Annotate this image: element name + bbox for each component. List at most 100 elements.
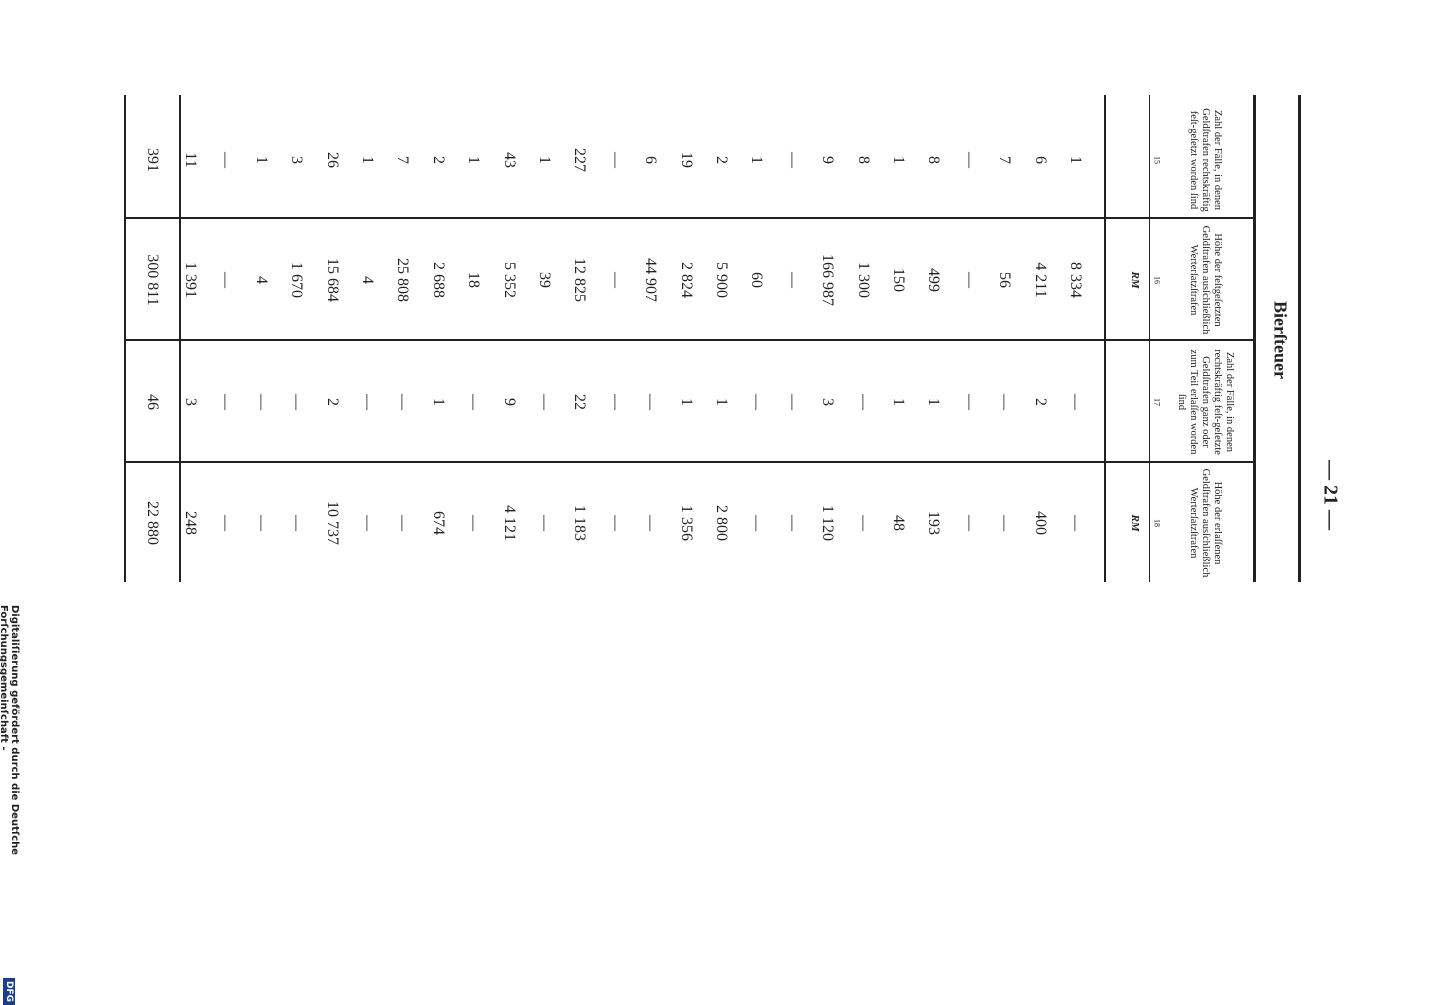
cell: — <box>606 394 624 410</box>
cell: — <box>996 515 1014 531</box>
page-title: Bierſteuer <box>1270 301 1291 379</box>
cell: — <box>960 394 978 410</box>
cell: 1 391 <box>182 262 199 298</box>
cell: 2 824 <box>677 262 695 298</box>
cell: 1 356 <box>677 505 695 541</box>
cell: 1 183 <box>571 505 589 541</box>
cell: 1 <box>925 398 943 406</box>
cell: 2 688 <box>429 262 447 298</box>
cell: 4 121 <box>500 505 518 541</box>
cell: 1 <box>359 156 376 164</box>
cell: — <box>536 394 553 410</box>
cell: 3 <box>819 398 837 406</box>
cell: 1 <box>890 156 907 164</box>
cell: — <box>465 515 483 531</box>
cell: 22 <box>571 394 589 410</box>
cell: 8 <box>925 156 943 164</box>
cell: 3 <box>182 398 199 406</box>
cell: 3 <box>288 156 306 164</box>
cell: 1 670 <box>288 262 306 298</box>
column-rule <box>125 339 1255 341</box>
cell: 56 <box>996 272 1014 288</box>
cell: 7 <box>996 156 1014 164</box>
column-number: 18 <box>1152 519 1162 527</box>
cell: 15 684 <box>323 258 341 302</box>
cell: 674 <box>429 511 447 535</box>
cell: 25 808 <box>394 258 412 302</box>
cell: — <box>642 515 660 531</box>
column-header: Zahl der Fälle, in denen rechtskräftig f… <box>1176 349 1235 455</box>
cell: 8 334 <box>1067 262 1084 298</box>
cell: 8 <box>854 156 872 164</box>
cell: 6 <box>1031 156 1049 164</box>
cell: 19 <box>677 152 695 168</box>
cell: 5 352 <box>500 262 518 298</box>
cell: 2 <box>713 156 730 164</box>
cell: 4 <box>359 276 376 284</box>
cell: 1 <box>429 398 447 406</box>
column-number: 15 <box>1152 156 1162 164</box>
cell: 400 <box>1031 511 1049 535</box>
cell: 166 987 <box>819 254 837 306</box>
cell: — <box>217 152 235 168</box>
column-rule <box>125 461 1255 463</box>
cell: — <box>217 515 235 531</box>
cell: 150 <box>890 268 907 292</box>
rule <box>1298 95 1302 582</box>
total-cell: 46 <box>144 394 161 410</box>
column-header: Zahl der Fälle, in denen Geldſtrafen rec… <box>1188 108 1223 212</box>
column-header: Höhe der feſtgeſetzten Geldſtrafen ausſc… <box>1188 225 1223 335</box>
cell: 60 <box>748 272 766 288</box>
cell: 248 <box>182 511 199 535</box>
cell: — <box>1067 515 1084 531</box>
cell: — <box>783 515 801 531</box>
cell: — <box>960 152 978 168</box>
cell: 2 800 <box>713 505 730 541</box>
cell: 1 <box>252 156 270 164</box>
cell: — <box>642 394 660 410</box>
cell: — <box>606 515 624 531</box>
table-page: — 21 — Bierſteuer Zahl der Fälle, in den… <box>115 95 1345 585</box>
cell: 9 <box>500 398 518 406</box>
cell: — <box>536 515 553 531</box>
cell: — <box>783 272 801 288</box>
cell: 499 <box>925 268 943 292</box>
total-cell: 300 811 <box>144 254 161 306</box>
cell: 6 <box>642 156 660 164</box>
cell: — <box>960 272 978 288</box>
page-number: — 21 — <box>1319 460 1342 530</box>
cell: — <box>783 152 801 168</box>
cell: — <box>854 515 872 531</box>
cell: 1 <box>465 156 483 164</box>
cell: 48 <box>890 515 907 531</box>
total-cell: 391 <box>144 148 161 172</box>
cell: — <box>748 394 766 410</box>
cell: — <box>606 272 624 288</box>
cell: 1 <box>1067 156 1084 164</box>
cell: 11 <box>182 152 199 168</box>
cell: — <box>748 515 766 531</box>
cell: — <box>606 152 624 168</box>
column-number: 16 <box>1152 276 1162 284</box>
cell: 44 907 <box>642 258 660 302</box>
cell: 12 825 <box>571 258 589 302</box>
cell: — <box>1067 394 1084 410</box>
cell: — <box>996 394 1014 410</box>
cell: 1 <box>890 398 907 406</box>
cell: 1 <box>713 398 730 406</box>
cell: 39 <box>536 272 553 288</box>
cell: — <box>252 515 270 531</box>
cell: — <box>217 394 235 410</box>
cell: 4 211 <box>1031 262 1049 298</box>
cell: 227 <box>571 148 589 172</box>
cell: 1 <box>677 398 695 406</box>
column-unit: RM <box>1129 271 1141 289</box>
cell: 1 120 <box>819 505 837 541</box>
cell: 2 <box>429 156 447 164</box>
cell: 4 <box>252 276 270 284</box>
cell: 2 <box>1031 398 1049 406</box>
cell: 1 <box>748 156 766 164</box>
cell: — <box>359 394 376 410</box>
column-number: 17 <box>1152 398 1162 406</box>
